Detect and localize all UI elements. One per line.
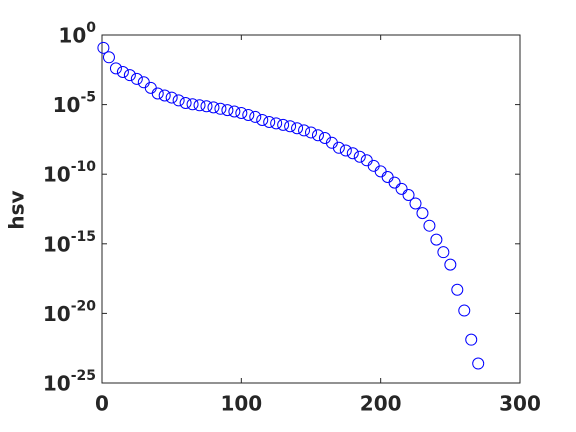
point — [214, 102, 227, 115]
point — [263, 116, 276, 129]
point — [228, 105, 241, 118]
y-tick-label: 10-5 — [53, 90, 96, 118]
y-tick-label: 10-25 — [43, 368, 96, 396]
point — [284, 120, 297, 133]
point — [102, 51, 115, 64]
point — [298, 124, 311, 137]
point — [242, 108, 255, 121]
point — [430, 233, 443, 246]
x-tick-label: 0 — [95, 392, 109, 416]
point — [291, 122, 304, 135]
point — [235, 106, 248, 119]
point — [402, 189, 415, 202]
point — [437, 246, 450, 259]
x-tick-label: 300 — [499, 392, 541, 416]
point — [423, 219, 436, 232]
point — [97, 41, 110, 54]
point — [123, 69, 136, 82]
y-tick-label: 10-20 — [43, 298, 96, 326]
point — [458, 304, 471, 317]
point — [109, 62, 122, 75]
point — [193, 99, 206, 112]
point — [172, 94, 185, 107]
point — [249, 110, 262, 123]
point — [186, 98, 199, 111]
point — [200, 100, 213, 113]
point — [388, 176, 401, 189]
point — [277, 118, 290, 131]
point — [472, 357, 485, 370]
point — [353, 150, 366, 163]
point — [256, 113, 269, 126]
y-tick-label: 100 — [58, 20, 96, 48]
point — [179, 97, 192, 110]
point — [151, 87, 164, 100]
point — [305, 126, 317, 139]
point — [346, 147, 359, 160]
point — [339, 144, 352, 157]
x-tick-label: 100 — [220, 392, 262, 416]
point — [465, 333, 478, 346]
point — [130, 72, 143, 85]
point — [409, 197, 422, 210]
point — [165, 91, 178, 104]
y-axis-label: hsv — [5, 190, 29, 229]
point — [207, 101, 220, 114]
point — [116, 65, 129, 78]
y-tick-label: 10-10 — [43, 159, 96, 187]
point — [332, 141, 345, 154]
point — [311, 129, 324, 142]
x-tick-label: 200 — [360, 392, 402, 416]
plot-area — [101, 34, 521, 384]
point — [444, 258, 457, 271]
point — [451, 283, 464, 296]
point — [158, 89, 171, 102]
point — [416, 207, 429, 220]
point — [270, 117, 283, 130]
point — [395, 182, 408, 195]
y-tick-label: 10-15 — [43, 229, 96, 256]
point — [221, 104, 234, 117]
